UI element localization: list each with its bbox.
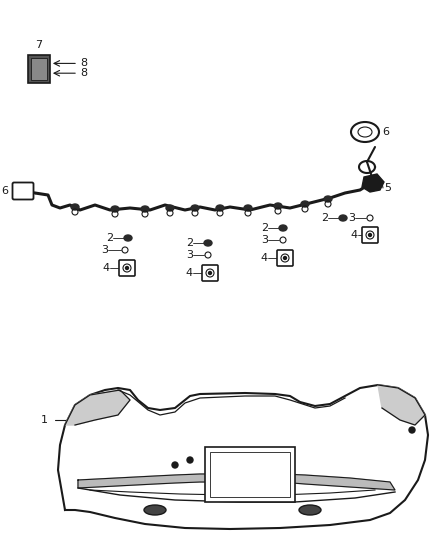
- Bar: [210, 452, 290, 497]
- Circle shape: [172, 462, 178, 468]
- Ellipse shape: [144, 505, 166, 515]
- Text: 2: 2: [321, 213, 328, 223]
- Text: 3: 3: [101, 245, 108, 255]
- Text: 5: 5: [384, 183, 391, 193]
- Text: 1: 1: [41, 415, 48, 425]
- Circle shape: [205, 252, 211, 258]
- Ellipse shape: [111, 206, 119, 212]
- Circle shape: [366, 231, 374, 239]
- Polygon shape: [58, 385, 428, 529]
- Circle shape: [208, 271, 212, 274]
- Ellipse shape: [191, 205, 199, 211]
- Polygon shape: [78, 474, 395, 490]
- FancyBboxPatch shape: [202, 265, 218, 281]
- Circle shape: [123, 264, 131, 272]
- Ellipse shape: [204, 240, 212, 246]
- Ellipse shape: [339, 215, 347, 221]
- Text: 4: 4: [103, 263, 110, 273]
- Text: 4: 4: [351, 230, 358, 240]
- Circle shape: [187, 457, 193, 463]
- Circle shape: [281, 254, 289, 262]
- FancyBboxPatch shape: [13, 182, 33, 199]
- Ellipse shape: [299, 505, 321, 515]
- Text: 7: 7: [35, 40, 42, 50]
- Text: 2: 2: [186, 238, 193, 248]
- FancyBboxPatch shape: [119, 260, 135, 276]
- Text: 6: 6: [1, 186, 8, 196]
- Text: 2: 2: [106, 233, 113, 243]
- Circle shape: [367, 215, 373, 221]
- Circle shape: [206, 269, 214, 277]
- Ellipse shape: [358, 127, 372, 137]
- Text: 3: 3: [261, 235, 268, 245]
- Ellipse shape: [124, 235, 132, 241]
- Circle shape: [409, 427, 415, 433]
- Circle shape: [126, 266, 128, 270]
- Circle shape: [122, 247, 128, 253]
- Ellipse shape: [71, 204, 79, 210]
- Ellipse shape: [324, 196, 332, 202]
- Circle shape: [267, 457, 273, 463]
- Circle shape: [368, 233, 371, 237]
- Ellipse shape: [216, 205, 224, 211]
- Text: 6: 6: [382, 127, 389, 137]
- Bar: [205, 447, 295, 502]
- Bar: [28, 55, 50, 83]
- Ellipse shape: [351, 122, 379, 142]
- Text: 3: 3: [348, 213, 355, 223]
- Ellipse shape: [279, 225, 287, 231]
- Ellipse shape: [244, 205, 252, 211]
- Bar: [31, 58, 47, 80]
- Text: 8: 8: [80, 68, 87, 78]
- Text: 4: 4: [261, 253, 268, 263]
- Text: 8: 8: [80, 59, 87, 68]
- Ellipse shape: [301, 201, 309, 207]
- Text: 3: 3: [186, 250, 193, 260]
- FancyBboxPatch shape: [277, 250, 293, 266]
- Text: 4: 4: [186, 268, 193, 278]
- FancyBboxPatch shape: [362, 227, 378, 243]
- Circle shape: [283, 256, 286, 260]
- Polygon shape: [65, 390, 130, 425]
- Polygon shape: [362, 174, 384, 192]
- Circle shape: [280, 237, 286, 243]
- Ellipse shape: [141, 206, 149, 212]
- Ellipse shape: [274, 203, 282, 209]
- Text: 2: 2: [261, 223, 268, 233]
- Ellipse shape: [166, 205, 174, 211]
- Polygon shape: [378, 385, 425, 425]
